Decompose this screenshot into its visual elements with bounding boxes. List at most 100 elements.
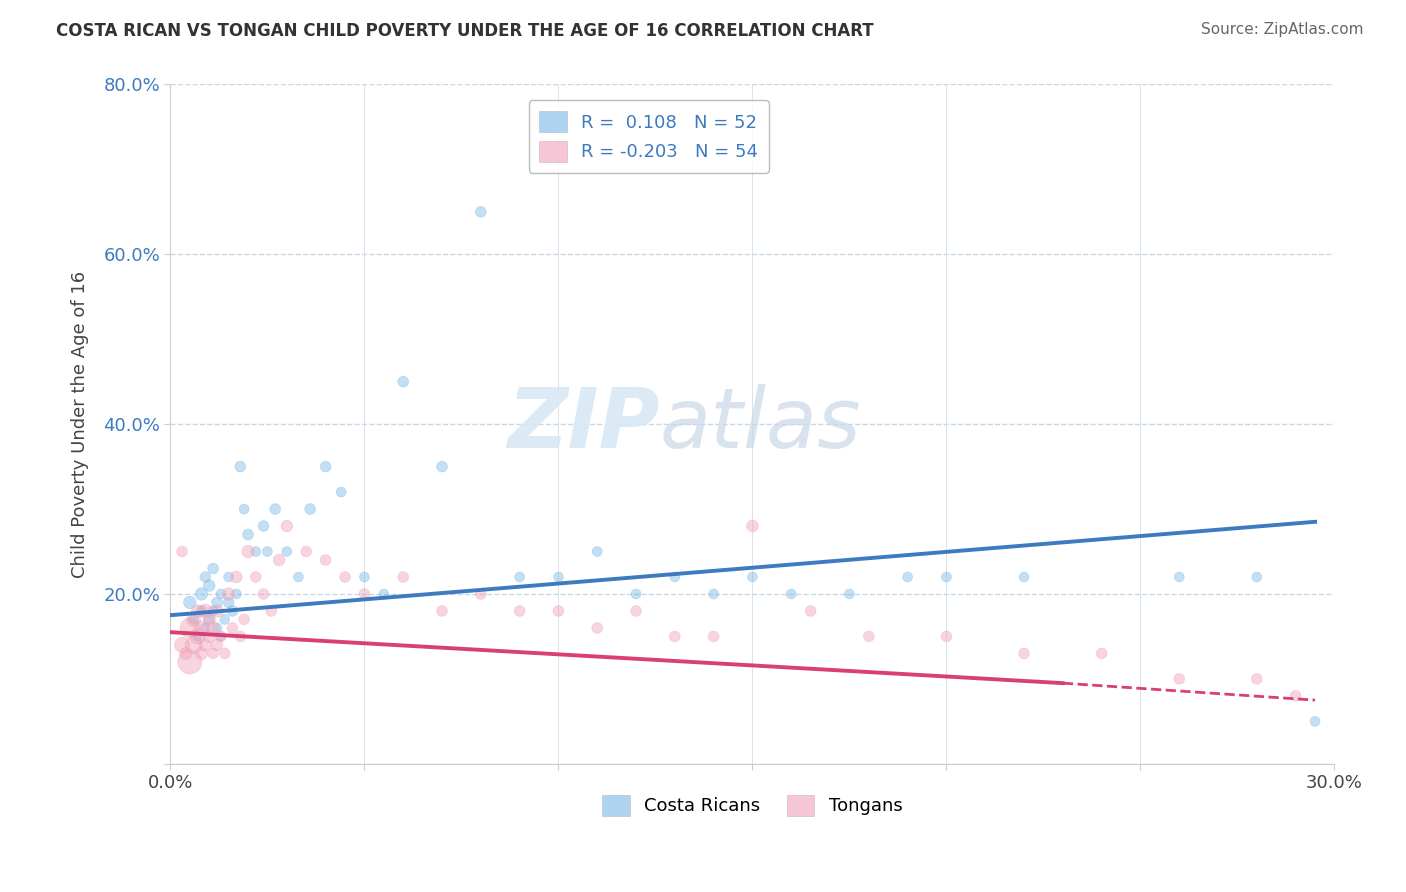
Point bbox=[267, 553, 290, 567]
Point bbox=[260, 604, 283, 618]
Point bbox=[205, 595, 228, 609]
Point bbox=[170, 544, 193, 558]
Point bbox=[1285, 689, 1308, 703]
Point bbox=[225, 587, 247, 601]
Point bbox=[276, 544, 298, 558]
Point bbox=[353, 587, 375, 601]
Point bbox=[276, 519, 298, 533]
Text: ZIP: ZIP bbox=[506, 384, 659, 465]
Point bbox=[1012, 647, 1035, 661]
Point bbox=[1246, 570, 1268, 584]
Point bbox=[183, 612, 205, 626]
Point bbox=[470, 204, 492, 219]
Point bbox=[1012, 570, 1035, 584]
Text: atlas: atlas bbox=[659, 384, 860, 465]
Point bbox=[664, 629, 686, 643]
Text: COSTA RICAN VS TONGAN CHILD POVERTY UNDER THE AGE OF 16 CORRELATION CHART: COSTA RICAN VS TONGAN CHILD POVERTY UNDE… bbox=[56, 22, 875, 40]
Point bbox=[547, 604, 569, 618]
Point bbox=[430, 459, 453, 474]
Point bbox=[179, 655, 201, 669]
Point bbox=[198, 612, 221, 626]
Point bbox=[353, 570, 375, 584]
Point bbox=[190, 621, 212, 635]
Point bbox=[205, 604, 228, 618]
Point bbox=[170, 638, 193, 652]
Point bbox=[509, 604, 531, 618]
Point bbox=[187, 629, 209, 643]
Point bbox=[256, 544, 278, 558]
Point bbox=[315, 553, 337, 567]
Point bbox=[935, 629, 957, 643]
Point bbox=[392, 570, 415, 584]
Point bbox=[236, 544, 259, 558]
Point bbox=[624, 604, 647, 618]
Point bbox=[229, 629, 252, 643]
Legend: Costa Ricans, Tongans: Costa Ricans, Tongans bbox=[595, 788, 910, 822]
Point bbox=[236, 527, 259, 541]
Point bbox=[1168, 570, 1191, 584]
Point bbox=[194, 570, 217, 584]
Point bbox=[179, 595, 201, 609]
Point bbox=[209, 587, 232, 601]
Point bbox=[838, 587, 860, 601]
Point bbox=[315, 459, 337, 474]
Point bbox=[295, 544, 318, 558]
Point bbox=[187, 604, 209, 618]
Point bbox=[202, 621, 225, 635]
Point bbox=[218, 570, 240, 584]
Point bbox=[194, 621, 217, 635]
Point bbox=[190, 647, 212, 661]
Point bbox=[218, 587, 240, 601]
Point bbox=[547, 570, 569, 584]
Point bbox=[214, 647, 236, 661]
Text: Source: ZipAtlas.com: Source: ZipAtlas.com bbox=[1201, 22, 1364, 37]
Point bbox=[209, 629, 232, 643]
Point bbox=[187, 629, 209, 643]
Point bbox=[703, 587, 725, 601]
Point bbox=[935, 570, 957, 584]
Point bbox=[252, 519, 274, 533]
Point bbox=[664, 570, 686, 584]
Point bbox=[1168, 672, 1191, 686]
Point bbox=[373, 587, 395, 601]
Point bbox=[233, 502, 256, 516]
Point bbox=[509, 570, 531, 584]
Point bbox=[1303, 714, 1326, 729]
Point bbox=[221, 621, 243, 635]
Y-axis label: Child Poverty Under the Age of 16: Child Poverty Under the Age of 16 bbox=[72, 270, 89, 578]
Point bbox=[470, 587, 492, 601]
Point bbox=[624, 587, 647, 601]
Point bbox=[214, 612, 236, 626]
Point bbox=[586, 621, 609, 635]
Point bbox=[330, 485, 353, 500]
Point bbox=[233, 612, 256, 626]
Point bbox=[430, 604, 453, 618]
Point bbox=[229, 459, 252, 474]
Point bbox=[183, 638, 205, 652]
Point bbox=[183, 612, 205, 626]
Point bbox=[586, 544, 609, 558]
Point bbox=[198, 612, 221, 626]
Point bbox=[225, 570, 247, 584]
Point bbox=[800, 604, 823, 618]
Point bbox=[205, 621, 228, 635]
Point bbox=[703, 629, 725, 643]
Point bbox=[741, 570, 763, 584]
Point bbox=[202, 561, 225, 575]
Point bbox=[190, 587, 212, 601]
Point bbox=[218, 595, 240, 609]
Point bbox=[392, 375, 415, 389]
Point bbox=[194, 638, 217, 652]
Point bbox=[198, 578, 221, 592]
Point bbox=[245, 544, 267, 558]
Point bbox=[194, 604, 217, 618]
Point bbox=[174, 647, 197, 661]
Point bbox=[897, 570, 920, 584]
Point bbox=[264, 502, 287, 516]
Point bbox=[287, 570, 309, 584]
Point bbox=[780, 587, 803, 601]
Point bbox=[299, 502, 322, 516]
Point bbox=[221, 604, 243, 618]
Point bbox=[1246, 672, 1268, 686]
Point bbox=[190, 604, 212, 618]
